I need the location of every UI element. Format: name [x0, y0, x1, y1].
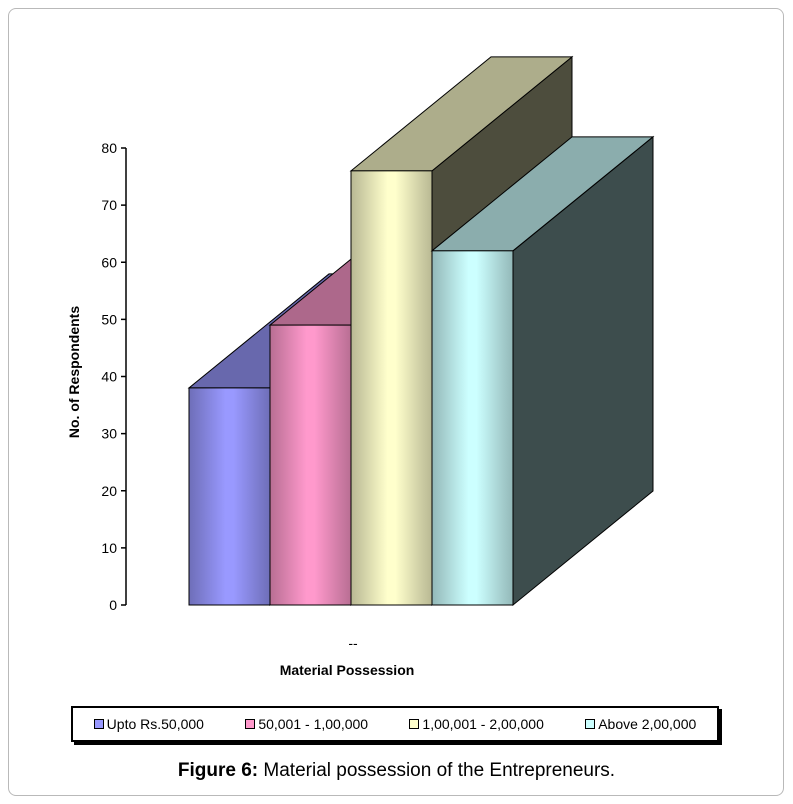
x-axis-label: Material Possession — [280, 662, 415, 678]
y-axis-label: No. of Respondents — [66, 306, 82, 438]
caption-text: Material possession of the Entrepreneurs… — [258, 760, 616, 781]
y-tick-label: 40 — [101, 369, 117, 385]
y-tick-label: 10 — [101, 540, 117, 556]
legend-label: Above 2,00,000 — [598, 716, 697, 732]
y-tick-label: 60 — [101, 254, 117, 270]
legend-swatch — [585, 719, 596, 729]
legend-item: 1,00,001 - 2,00,000 — [409, 716, 544, 732]
legend-item: 50,001 - 1,00,000 — [245, 716, 368, 732]
bar-4 — [430, 135, 655, 607]
legend-swatch — [93, 719, 104, 729]
figure-caption: Figure 6: Material possession of the Ent… — [0, 760, 793, 782]
caption-label: Figure 6: — [177, 760, 259, 781]
legend-label: Upto Rs.50,000 — [106, 716, 204, 732]
y-tick-label: 0 — [109, 597, 117, 613]
legend-item: Upto Rs.50,000 — [93, 716, 204, 732]
legend-label: 50,001 - 1,00,000 — [258, 716, 369, 732]
y-tick-label: 50 — [101, 311, 117, 327]
bar-front-face — [431, 250, 514, 606]
chart-legend: Upto Rs.50,000 50,001 - 1,00,000 1,00,001 … — [71, 706, 719, 742]
y-tick-label: 80 — [101, 140, 117, 156]
y-tick-label: 30 — [101, 426, 117, 442]
legend-swatch — [245, 719, 256, 729]
y-tick-label: 70 — [101, 197, 117, 213]
x-category-label: -- — [348, 635, 358, 651]
bar-front-face — [350, 170, 433, 606]
legend-label: 1,00,001 - 2,00,000 — [422, 716, 544, 732]
y-tick-label: 20 — [101, 483, 117, 499]
bar-front-face — [269, 324, 352, 606]
bar-front-face — [188, 387, 271, 606]
legend-item: Above 2,00,000 — [585, 716, 696, 732]
legend-swatch — [409, 719, 420, 729]
